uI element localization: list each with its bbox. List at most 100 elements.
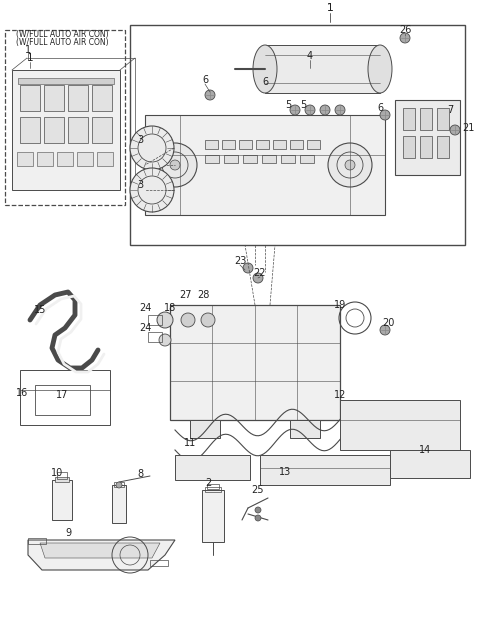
Circle shape xyxy=(380,325,390,335)
Bar xyxy=(52,480,72,520)
Bar xyxy=(403,108,415,130)
Text: 16: 16 xyxy=(16,388,28,398)
Bar xyxy=(202,490,224,542)
Circle shape xyxy=(205,90,215,100)
Bar xyxy=(260,455,390,485)
Bar xyxy=(35,385,90,415)
Bar xyxy=(307,140,320,149)
Bar xyxy=(340,400,460,450)
Bar xyxy=(20,117,40,143)
Text: 1: 1 xyxy=(25,45,31,55)
Polygon shape xyxy=(28,540,175,570)
Bar xyxy=(112,485,126,523)
Circle shape xyxy=(253,273,263,283)
Bar xyxy=(17,152,33,166)
Circle shape xyxy=(290,105,300,115)
Bar xyxy=(44,117,64,143)
Text: 7: 7 xyxy=(447,105,453,115)
Circle shape xyxy=(116,482,122,488)
Bar xyxy=(290,140,303,149)
Text: 8: 8 xyxy=(137,469,143,479)
Bar xyxy=(37,152,53,166)
Text: 9: 9 xyxy=(65,528,71,538)
Bar xyxy=(20,85,40,111)
Text: 3: 3 xyxy=(137,135,143,145)
Text: 5: 5 xyxy=(285,100,291,110)
Text: (W/FULL AUTO AIR CON): (W/FULL AUTO AIR CON) xyxy=(16,37,108,46)
Bar xyxy=(175,455,250,480)
Circle shape xyxy=(450,125,460,135)
Text: 1: 1 xyxy=(27,53,33,63)
Bar xyxy=(273,140,286,149)
Bar xyxy=(57,472,67,479)
Bar xyxy=(130,25,465,245)
Circle shape xyxy=(255,515,261,521)
Bar xyxy=(148,332,162,342)
Bar xyxy=(92,117,112,143)
Bar xyxy=(68,85,88,111)
Text: 25: 25 xyxy=(252,485,264,495)
Text: 1: 1 xyxy=(327,3,333,13)
Bar xyxy=(207,484,219,489)
Circle shape xyxy=(181,313,195,327)
Bar xyxy=(145,115,385,215)
Bar xyxy=(28,538,46,544)
Bar xyxy=(18,78,114,84)
Bar xyxy=(390,450,470,478)
Bar xyxy=(224,155,238,163)
Bar xyxy=(437,108,449,130)
Text: 6: 6 xyxy=(202,75,208,85)
Text: 14: 14 xyxy=(419,445,431,455)
Circle shape xyxy=(305,105,315,115)
Bar xyxy=(243,155,257,163)
Bar xyxy=(262,155,276,163)
Circle shape xyxy=(157,312,173,328)
Text: 6: 6 xyxy=(262,77,268,87)
Text: 1: 1 xyxy=(327,3,333,13)
Circle shape xyxy=(400,33,410,43)
Circle shape xyxy=(345,160,355,170)
Bar xyxy=(265,45,380,93)
Ellipse shape xyxy=(368,45,392,93)
Circle shape xyxy=(130,168,174,212)
Bar xyxy=(114,482,124,487)
Bar xyxy=(205,155,219,163)
Bar xyxy=(148,315,162,325)
Text: 20: 20 xyxy=(382,318,394,328)
Bar xyxy=(20,370,110,425)
Bar xyxy=(403,136,415,158)
Bar xyxy=(437,136,449,158)
Text: 26: 26 xyxy=(399,25,411,35)
Text: 28: 28 xyxy=(197,290,209,300)
Circle shape xyxy=(328,143,372,187)
Text: 15: 15 xyxy=(34,305,46,315)
Bar xyxy=(395,100,460,175)
Bar xyxy=(97,152,113,166)
Circle shape xyxy=(159,334,171,346)
Bar xyxy=(12,70,120,190)
Text: 10: 10 xyxy=(51,468,63,478)
Text: 12: 12 xyxy=(334,390,346,400)
Bar xyxy=(256,140,269,149)
Text: 18: 18 xyxy=(164,303,176,313)
Bar xyxy=(205,140,218,149)
Bar xyxy=(290,420,320,438)
Circle shape xyxy=(170,160,180,170)
Bar xyxy=(300,155,314,163)
Text: 22: 22 xyxy=(254,268,266,278)
Text: 5: 5 xyxy=(300,100,306,110)
Bar xyxy=(170,305,340,420)
Bar xyxy=(5,30,125,205)
Text: 19: 19 xyxy=(334,300,346,310)
Bar xyxy=(239,140,252,149)
Bar xyxy=(150,560,168,566)
Text: 17: 17 xyxy=(56,390,68,400)
Circle shape xyxy=(153,143,197,187)
Bar xyxy=(55,477,69,482)
Bar xyxy=(68,117,88,143)
Circle shape xyxy=(335,105,345,115)
Circle shape xyxy=(320,105,330,115)
Text: 11: 11 xyxy=(184,438,196,448)
Text: 27: 27 xyxy=(179,290,191,300)
Bar xyxy=(281,155,295,163)
